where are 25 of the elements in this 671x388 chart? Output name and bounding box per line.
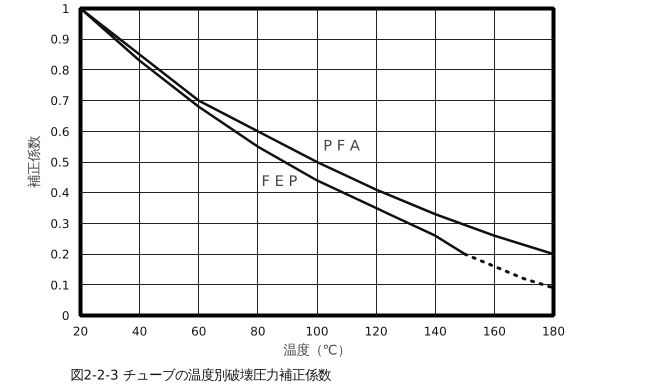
x-axis-title: 温度（℃） bbox=[284, 342, 350, 358]
y-tick-label: 0.4 bbox=[50, 186, 70, 200]
x-tick-label: 20 bbox=[72, 324, 88, 338]
x-tick-label: 80 bbox=[250, 324, 266, 338]
x-tick-label: 40 bbox=[132, 324, 148, 338]
x-tick-label: 180 bbox=[542, 324, 565, 338]
y-tick-label: 0.3 bbox=[50, 216, 70, 231]
y-tick-label: 0.6 bbox=[50, 124, 70, 139]
y-tick-label: 0.5 bbox=[50, 156, 70, 170]
x-tick-label: 120 bbox=[364, 324, 388, 338]
series-label: F E P bbox=[262, 173, 298, 190]
x-tick-label: 160 bbox=[482, 324, 506, 338]
y-tick-label: 0.7 bbox=[50, 94, 70, 108]
y-axis-title: 補正係数 bbox=[27, 136, 42, 188]
series-label: P F A bbox=[323, 137, 360, 154]
caption: 図2-2-3 チューブの温度別破壊圧力補正係数 bbox=[70, 368, 331, 384]
y-tick-label: 0.2 bbox=[50, 248, 70, 262]
y-tick-label: 0.8 bbox=[50, 63, 70, 78]
x-tick-label: 100 bbox=[306, 324, 328, 338]
y-tick-label: 1 bbox=[62, 2, 70, 16]
y-tick-label: 0.9 bbox=[50, 32, 70, 47]
x-tick-label: 140 bbox=[424, 324, 447, 338]
y-tick-label: 0.1 bbox=[50, 278, 70, 292]
y-tick-label: 0 bbox=[62, 309, 70, 323]
x-tick-label: 60 bbox=[191, 324, 206, 338]
